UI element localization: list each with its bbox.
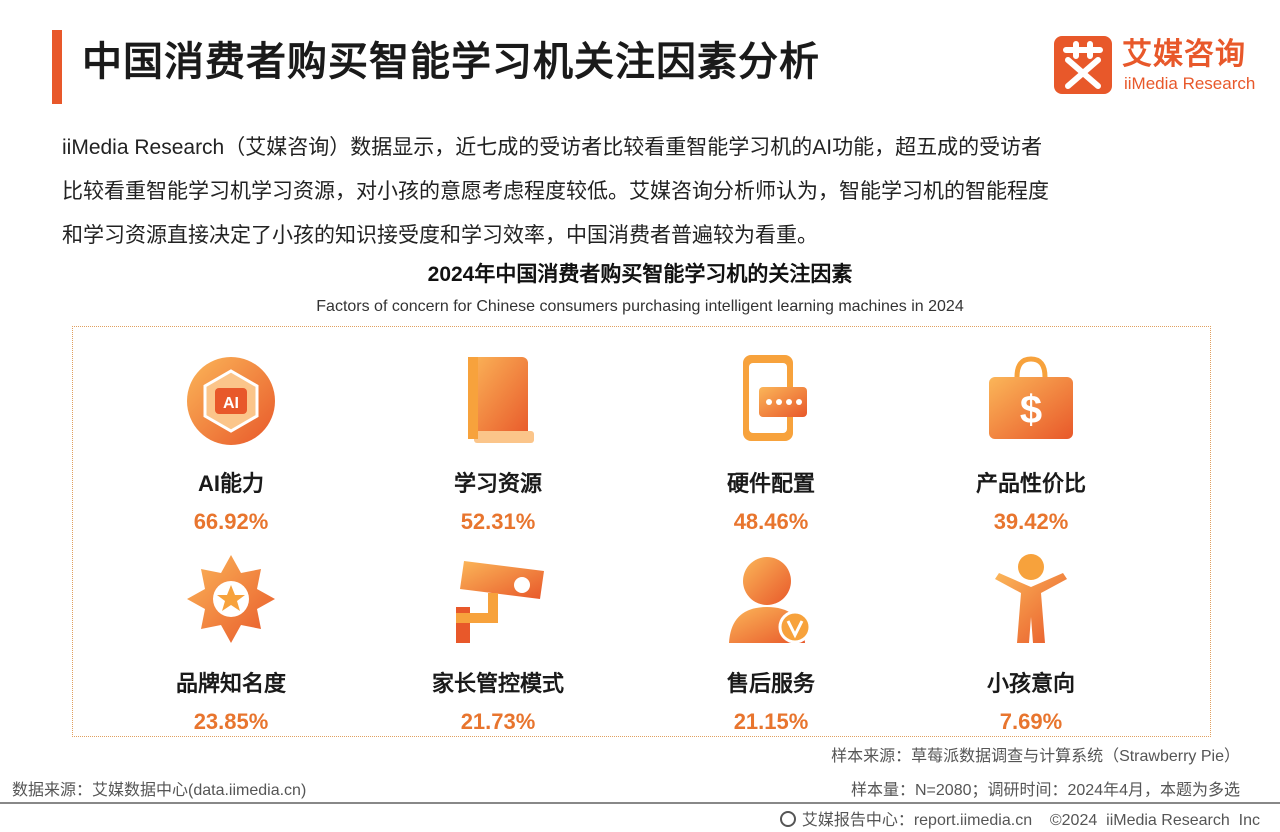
- book-icon: [448, 351, 548, 451]
- factor-value: 21.15%: [733, 709, 809, 734]
- factor-value: 23.85%: [193, 709, 269, 734]
- money-bag-icon: $: [981, 351, 1081, 451]
- intro-line-2: 比较看重智能学习机学习资源，对小孩的意愿考虑程度较低。艾媒咨询分析师认为，智能学…: [62, 180, 1049, 203]
- intro-line-3: 和学习资源直接决定了小孩的知识接受度和学习效率，中国消费者普遍较为看重。: [62, 224, 818, 247]
- factor-value: 48.46%: [733, 509, 809, 534]
- factor-value: 66.92%: [193, 509, 269, 534]
- logo-text-en: iiMedia Research: [1124, 74, 1256, 93]
- factor-label: 学习资源: [453, 471, 542, 496]
- intro-line-1: iiMedia Research（艾媒咨询）数据显示，近七成的受访者比较看重智能…: [62, 136, 1043, 159]
- chart-subtitle: Factors of concern for Chinese consumers…: [316, 298, 964, 315]
- child-icon: [981, 551, 1081, 651]
- sample-size: 样本量：N=2080；调研时间：2024年4月，本题为多选: [851, 782, 1240, 799]
- svg-text:$: $: [1020, 388, 1042, 432]
- footer-divider: [0, 802, 1280, 804]
- factor-label: AI能力: [197, 471, 264, 496]
- title-accent-bar: [52, 30, 62, 104]
- device-icon: [721, 351, 821, 451]
- chart-title: 2024年中国消费者购买智能学习机的关注因素: [427, 263, 853, 286]
- factor-value: 7.69%: [999, 709, 1063, 734]
- iimedia-logo: 艾媒咨询 iiMedia Research: [1054, 36, 1264, 98]
- factor-learning-resources: 学习资源 52.31%: [368, 351, 628, 534]
- logo-mark-icon: [1054, 36, 1112, 94]
- factor-child-preference: 小孩意向 7.69%: [901, 551, 1161, 734]
- factor-value: 39.42%: [993, 509, 1069, 534]
- factor-brand: 品牌知名度 23.85%: [101, 551, 361, 734]
- factor-label: 产品性价比: [975, 471, 1086, 496]
- factor-label: 售后服务: [726, 671, 815, 696]
- svg-text:AI: AI: [223, 395, 239, 412]
- factor-label: 小孩意向: [986, 671, 1075, 696]
- factor-label: 品牌知名度: [175, 671, 286, 696]
- factor-value: 21.73%: [460, 709, 536, 734]
- factor-value-for-money: $ 产品性价比 39.42%: [901, 351, 1161, 534]
- factor-value: 52.31%: [460, 509, 536, 534]
- factor-label: 硬件配置: [726, 471, 815, 496]
- factor-after-sales: 售后服务 21.15%: [641, 551, 901, 734]
- intro-paragraph: iiMedia Research（艾媒咨询）数据显示，近七成的受访者比较看重智能…: [62, 126, 1212, 258]
- footer: 艾媒报告中心：report.iimedia.cn ©2024 iiMedia R…: [779, 806, 1260, 830]
- factor-ai: AI AI能力 66.92%: [101, 351, 361, 534]
- page-title: 中国消费者购买智能学习机关注因素分析: [82, 40, 820, 84]
- data-source: 数据来源：艾媒数据中心(data.iimedia.cn): [12, 782, 307, 799]
- footer-text: 艾媒报告中心：report.iimedia.cn ©2024 iiMedia R…: [801, 812, 1260, 829]
- service-person-icon: [721, 551, 821, 651]
- logo-text-cn: 艾媒咨询: [1122, 38, 1246, 71]
- badge-icon: [181, 551, 281, 651]
- factor-label: 家长管控模式: [431, 671, 564, 696]
- globe-icon: [779, 811, 796, 827]
- factors-panel: AI AI能力 66.92% 学习资源 52.31%: [72, 326, 1211, 737]
- factor-parental-control: 家长管控模式 21.73%: [368, 551, 628, 734]
- camera-icon: [448, 551, 548, 651]
- sample-source: 样本来源：草莓派数据调查与计算系统（Strawberry Pie）: [831, 748, 1240, 765]
- factor-hardware: 硬件配置 48.46%: [641, 351, 901, 534]
- ai-chip-icon: AI: [181, 351, 281, 451]
